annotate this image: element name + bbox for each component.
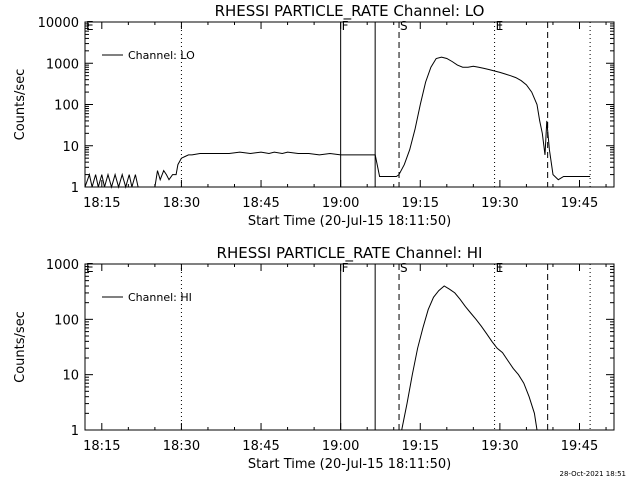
x-tick-label: 19:45 <box>561 196 598 211</box>
marker-flag-label: E <box>86 19 94 33</box>
series-line <box>84 56 591 189</box>
plot-frame <box>84 21 615 188</box>
y-tick-label: 10 <box>62 140 79 155</box>
plot-frame <box>84 263 615 431</box>
x-tick-label: 19:00 <box>322 196 359 211</box>
y-tick-label: 1000 <box>46 57 79 72</box>
y-tick-label: 10000 <box>38 16 79 31</box>
x-tick-label: 19:30 <box>481 196 518 211</box>
x-tick-label: 19:15 <box>402 439 439 454</box>
x-tick-label: 18:15 <box>83 196 120 211</box>
y-axis-label: Counts/sec <box>13 69 28 141</box>
marker-flag-label: S <box>400 19 408 33</box>
x-tick-label: 19:30 <box>481 439 518 454</box>
x-tick-label: 19:45 <box>561 439 598 454</box>
y-tick-label: 100 <box>54 313 79 328</box>
y-axis-label: Counts/sec <box>13 311 28 383</box>
marker-flag-label: E <box>496 19 504 33</box>
hi-channel-panel: RHESSI PARTICLE_RATE Channel: HI Start Ti… <box>13 244 615 472</box>
x-tick-label: 18:45 <box>242 439 279 454</box>
legend-label: Channel: LO <box>128 49 195 62</box>
marker-flag-label: E <box>496 261 504 275</box>
x-axis-label: Start Time (20-Jul-15 18:11:50) <box>248 214 451 229</box>
x-tick-label: 19:15 <box>402 196 439 211</box>
y-tick-label: 1 <box>71 424 79 439</box>
marker-flag-label: S <box>400 261 408 275</box>
x-tick-label: 18:45 <box>242 196 279 211</box>
legend-label: Channel: HI <box>128 291 192 304</box>
y-tick-label: 10 <box>62 369 79 384</box>
marker-flag-label: F <box>342 261 349 275</box>
chart-title: RHESSI PARTICLE_RATE Channel: LO <box>215 2 485 21</box>
x-tick-label: 18:30 <box>163 439 200 454</box>
x-tick-label: 18:15 <box>83 439 120 454</box>
chart-title: RHESSI PARTICLE_RATE Channel: HI <box>217 244 483 263</box>
x-tick-label: 18:30 <box>163 196 200 211</box>
x-tick-label: 19:00 <box>322 439 359 454</box>
x-axis-label: Start Time (20-Jul-15 18:11:50) <box>248 457 451 472</box>
y-tick-label: 1000 <box>46 258 79 273</box>
series-line <box>401 285 538 431</box>
y-tick-label: 1 <box>71 181 79 196</box>
y-tick-label: 100 <box>54 99 79 114</box>
lo-channel-panel: RHESSI PARTICLE_RATE Channel: LO Start Ti… <box>13 2 615 229</box>
marker-flag-label: F <box>342 19 349 33</box>
marker-flag-label: E <box>86 261 94 275</box>
generation-timestamp: 28-Oct-2021 18:51 <box>560 470 626 478</box>
